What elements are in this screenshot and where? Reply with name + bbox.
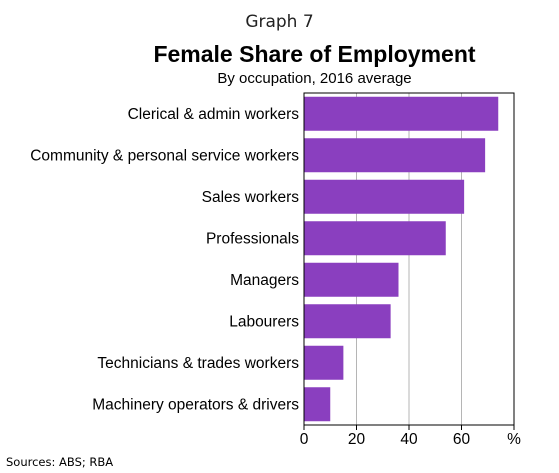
bar (304, 179, 465, 214)
bar (304, 262, 399, 297)
bar (304, 221, 446, 256)
category-label: Labourers (229, 313, 299, 330)
bar (304, 96, 499, 131)
x-tick-label: 20 (348, 431, 366, 448)
x-tick-label: 40 (400, 431, 418, 448)
sources-note: Sources: ABS; RBA (6, 455, 114, 469)
graph-number: Graph 7 (245, 12, 314, 32)
category-label: Machinery operators & drivers (92, 396, 299, 413)
category-label: Managers (230, 272, 299, 289)
chart-subtitle: By occupation, 2016 average (217, 70, 412, 87)
bar (304, 138, 486, 173)
x-tick-label: 60 (453, 431, 471, 448)
category-label: Sales workers (202, 189, 300, 206)
bar (304, 387, 331, 422)
bar (304, 345, 344, 380)
chart-title: Female Share of Employment (153, 41, 476, 67)
bar (304, 304, 391, 339)
category-label: Professionals (206, 230, 299, 247)
x-tick-label: 0 (300, 431, 309, 448)
category-label: Clerical & admin workers (128, 106, 300, 123)
x-unit-label: % (507, 431, 521, 448)
category-label: Technicians & trades workers (97, 355, 299, 372)
category-label: Community & personal service workers (30, 147, 299, 164)
